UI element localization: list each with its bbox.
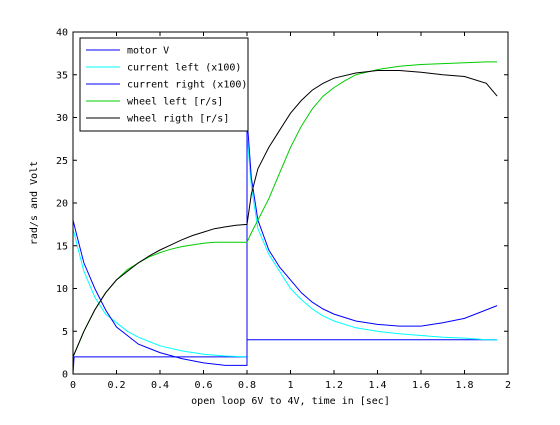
x-tick-label: 1.6 [412, 380, 430, 391]
x-tick-label: 2 [505, 380, 511, 391]
legend-label: wheel left [r/s] [127, 97, 223, 108]
x-tick-label: 1.8 [455, 380, 473, 391]
x-tick-label: 1.4 [368, 380, 386, 391]
x-tick-label: 0.6 [194, 380, 212, 391]
x-tick-label: 1 [287, 380, 293, 391]
y-tick-label: 5 [62, 327, 68, 338]
legend-label: wheel rigth [r/s] [127, 114, 229, 125]
x-tick-label: 0.4 [151, 380, 169, 391]
x-tick-label: 0.2 [107, 380, 125, 391]
x-ticks: 0 0.2 0.4 0.6 0.8 1 1.2 1.4 1.6 1.8 2 [70, 32, 511, 391]
legend-label: current left (x100) [127, 63, 241, 74]
x-tick-label: 1.2 [325, 380, 343, 391]
series-line-0 [72, 339, 498, 375]
series-line-2 [72, 117, 498, 366]
legend: motor V current left (x100) current right … [79, 37, 249, 132]
y-tick-label: 30 [56, 113, 68, 124]
y-tick-label: 40 [56, 28, 68, 39]
y-tick-label: 0 [62, 370, 68, 381]
series-layer [72, 61, 498, 375]
legend-label: current right (x100) [127, 80, 247, 91]
y-tick-label: 25 [56, 156, 68, 167]
y-axis-label: rad/s and Volt [29, 161, 40, 245]
y-tick-label: 35 [56, 70, 68, 81]
x-axis-label: open loop 6V to 4V, time in [sec] [191, 396, 390, 407]
y-ticks: 0 5 10 15 20 25 30 35 40 [56, 28, 508, 381]
series-line-4 [72, 70, 498, 358]
y-tick-label: 20 [56, 199, 68, 210]
legend-label: motor V [127, 46, 169, 57]
series-line-1 [72, 134, 498, 358]
y-tick-label: 15 [56, 241, 68, 252]
y-tick-label: 10 [56, 284, 68, 295]
x-tick-label: 0 [70, 380, 76, 391]
x-tick-label: 0.8 [238, 380, 256, 391]
